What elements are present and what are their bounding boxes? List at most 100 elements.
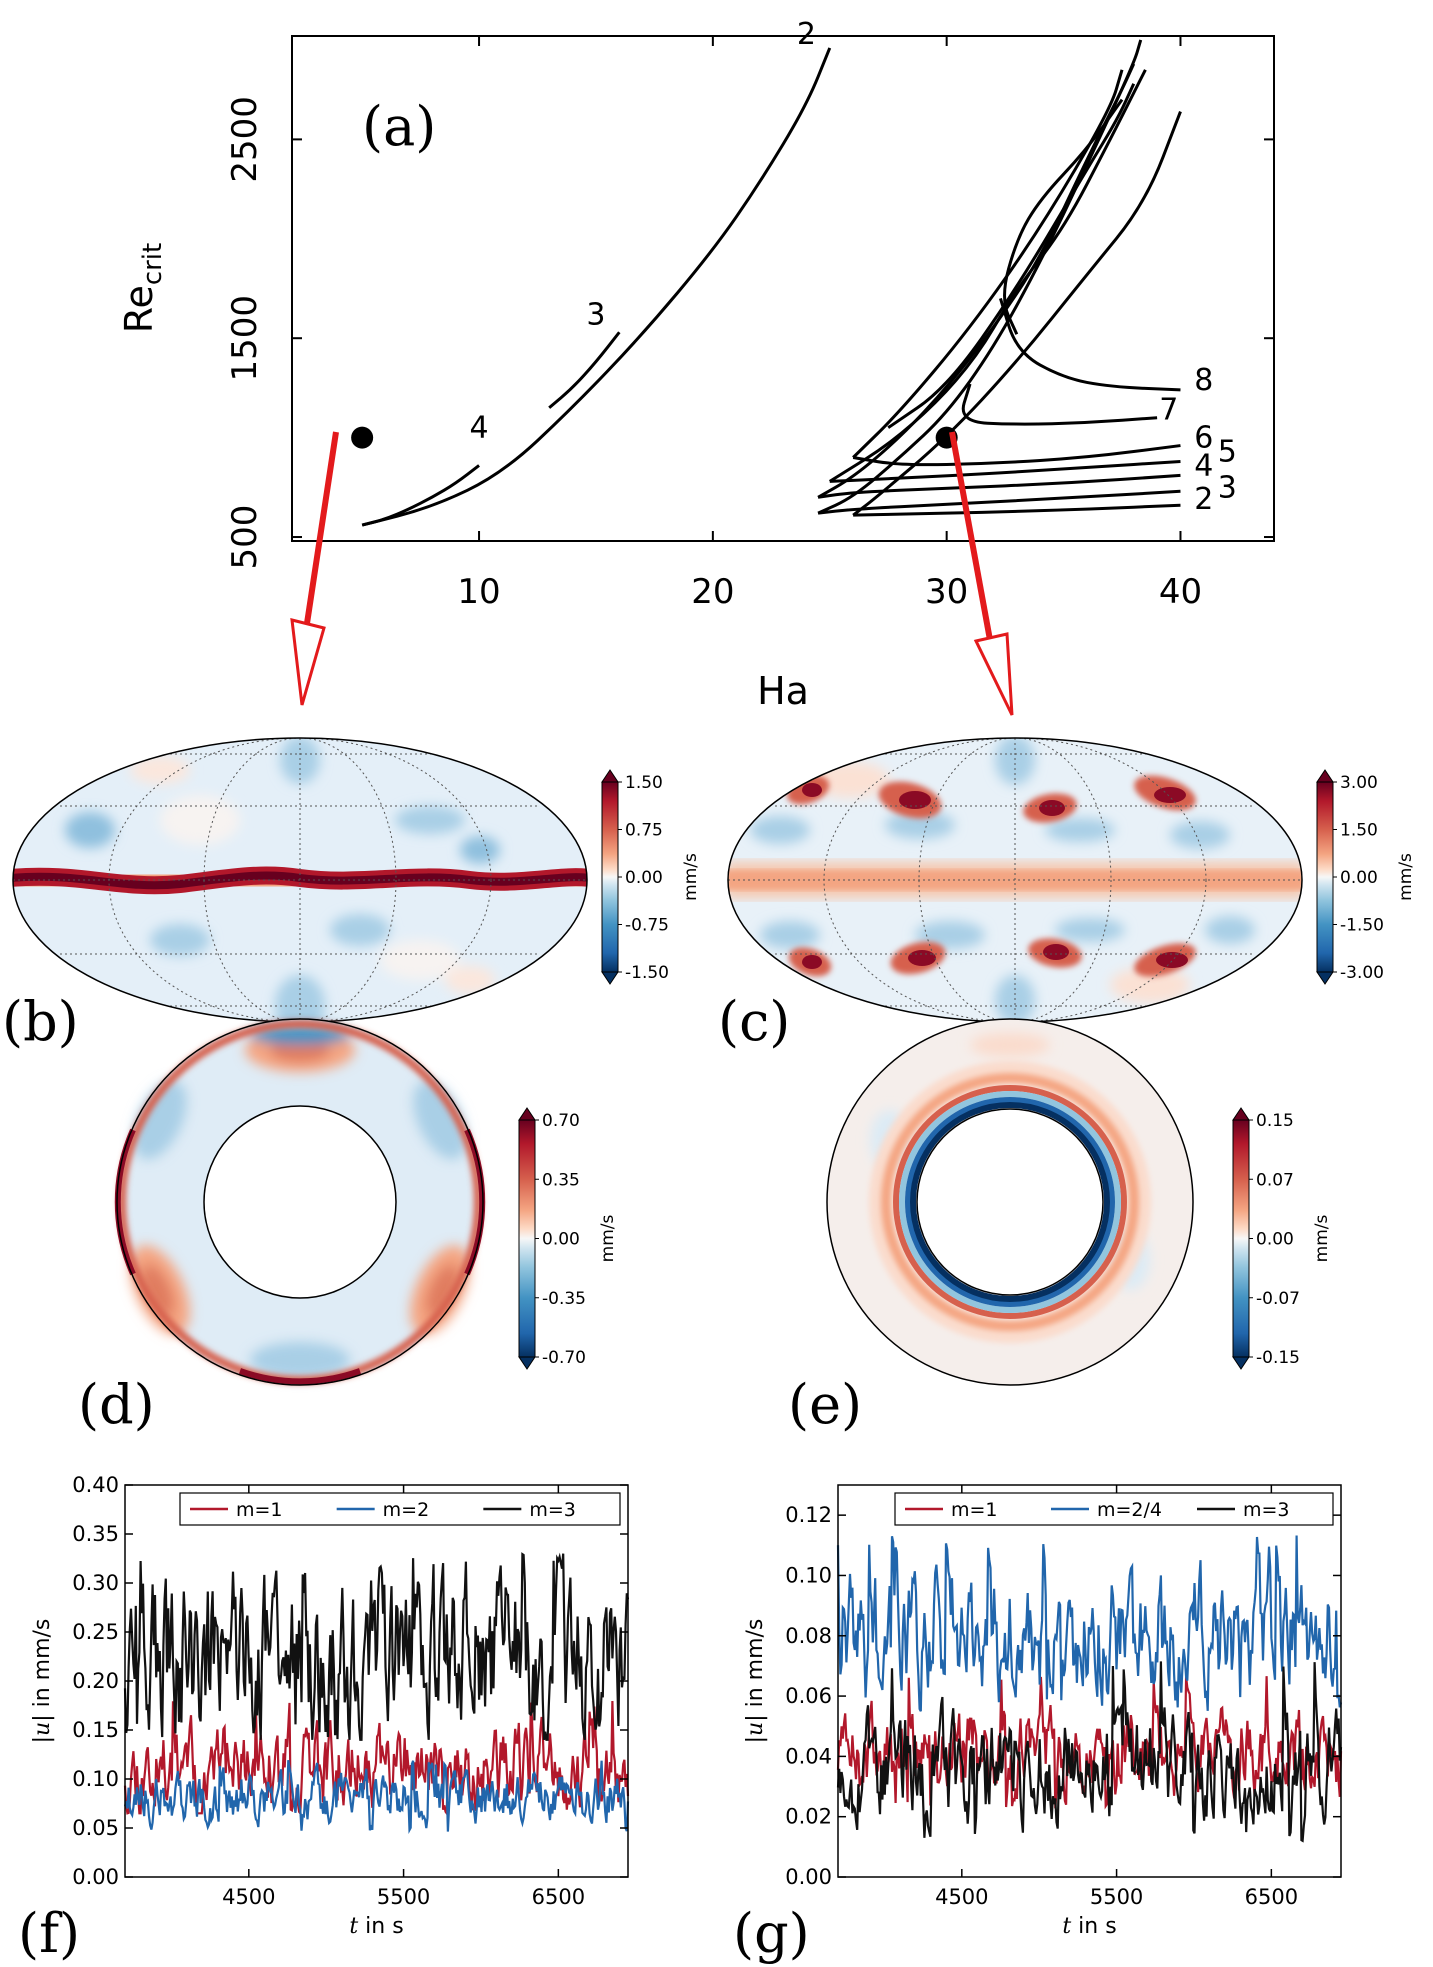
panel-g-ylabel: |u| in mm/s	[743, 1619, 768, 1744]
a-curve-label-m4: 4	[1194, 448, 1213, 483]
panel-a-plot-frame	[291, 35, 1275, 542]
panel-g-legend-label-m=3: m=3	[1243, 1499, 1290, 1521]
panel-g-legend-box	[894, 1492, 1334, 1526]
panel-f-legend-box	[179, 1492, 621, 1526]
a-curve-m4-12	[817, 473, 1181, 499]
panel-g-ytick-label-0.08: 0.08	[785, 1624, 832, 1648]
a-curve-m2-16	[853, 503, 1181, 517]
panel-f-ytick-label-0.25: 0.25	[72, 1620, 119, 1644]
cb-b-top-extend	[601, 769, 619, 783]
panel-f-timeseries: 4500 5500 6500 0.00 0.05 0.10 0.15 0.20 0.25 0.30…	[30, 1473, 630, 1939]
a-ytick-label-500: 500	[225, 505, 265, 570]
panel-e-annulus: 0.15 0.07 0.00 -0.07 -0.15 mm/s (e)	[788, 1018, 1332, 1436]
panel-a-ylabel-sub: crit	[138, 243, 168, 285]
panel-c-map: 3.00 1.50 0.00 -1.50 -3.00 mm/s (c)	[718, 737, 1416, 1053]
panel-g-line-m=3	[836, 1661, 1343, 1843]
panel-d-colorbar: 0.70 0.35 0.00 -0.35 -0.70 mm/s	[518, 1107, 618, 1370]
panel-f-ytick-label-0.20: 0.20	[72, 1669, 119, 1693]
a-xtick-label-20: 20	[691, 572, 734, 612]
panel-c-vortices	[786, 775, 1196, 977]
panel-a-ylabel: Recrit	[117, 243, 168, 333]
panel-a-label: (a)	[362, 95, 436, 158]
panel-g-ylabel-pre: |	[743, 1736, 768, 1743]
a-curve-label-m6: 6	[1194, 421, 1213, 456]
a-curve-label-m5: 5	[1218, 434, 1237, 469]
panel-g-ytick-label-0.12: 0.12	[785, 1503, 832, 1527]
a-curve-m7-6	[961, 383, 1158, 426]
a-curve-m3-1	[548, 331, 621, 409]
cb-c-unit-label: mm/s	[1396, 853, 1416, 901]
panel-f-ylabel-pre: |	[30, 1736, 55, 1743]
panel-g-ytick-label-0.00: 0.00	[785, 1865, 832, 1889]
a-ytick-label-2500: 2500	[225, 96, 265, 183]
panel-f-ylabel-text: | in mm/s	[30, 1619, 55, 1722]
panel-a-xlabel: Ha	[757, 669, 809, 713]
panel-g-label: (g)	[733, 1902, 810, 1965]
cb-b-tick-label-4: -1.50	[625, 963, 669, 983]
panel-f-xtick-label-4500: 4500	[222, 1885, 275, 1909]
panel-f-xlabel-text: in s	[358, 1914, 404, 1939]
cb-e-unit-group: mm/s	[1312, 1215, 1332, 1263]
panel-c-field	[728, 738, 1302, 1022]
cb-c-unit-group: mm/s	[1396, 853, 1416, 901]
panel-f-ytick-label-0.15: 0.15	[72, 1718, 119, 1742]
a-curve-m4-0	[361, 464, 480, 527]
panel-f-line-m=3	[123, 1552, 630, 1741]
cb-e-tick-label-2: 0.00	[1256, 1230, 1294, 1250]
panel-a-axis-ticks: 10 20 30 40 500 1500 2500	[225, 36, 1274, 612]
cb-d-top-extend	[518, 1107, 536, 1121]
panel-b-map: 1.50 0.75 0.00 -0.75 -1.50 mm/s (b)	[2, 737, 701, 1053]
panel-f-ylabel-group: |u| in mm/s	[30, 1619, 55, 1744]
a-curve-m3-14	[817, 489, 1181, 515]
panel-g-ytick-label-0.02: 0.02	[785, 1805, 832, 1829]
a-xtick-label-30: 30	[925, 572, 968, 612]
a-curve-m7-5	[887, 83, 1136, 429]
panel-f-ytick-label-0.35: 0.35	[72, 1522, 119, 1546]
cb-d-tick-label-4: -0.70	[542, 1348, 586, 1368]
a-curve-m4-11	[817, 63, 1136, 499]
a-ytick-label-group-500: 500	[225, 505, 265, 570]
panel-f-ytick-label-0.30: 0.30	[72, 1571, 119, 1595]
cb-e-bar	[1232, 1119, 1250, 1358]
panel-g-xlabel-text: in s	[1071, 1914, 1117, 1939]
panel-g-series	[836, 1535, 1343, 1843]
panel-g-legend: m=1 m=2/4 m=3	[894, 1492, 1334, 1526]
arrow-to-panel-c	[949, 431, 1014, 716]
a-xtick-label-10: 10	[457, 572, 500, 612]
panel-g-xtick-label-6500: 6500	[1245, 1885, 1298, 1909]
panel-f-xtick-label-6500: 6500	[532, 1885, 585, 1909]
a-curve-m8-4	[999, 298, 1181, 392]
panel-e-label: (e)	[788, 1373, 862, 1436]
panel-f-legend-label-m=2: m=2	[383, 1499, 430, 1521]
panel-b-graticule	[13, 738, 587, 1022]
cb-d-tick-label-3: -0.35	[542, 1289, 586, 1309]
panel-f-series	[123, 1552, 630, 1834]
panel-g-legend-label-m=1: m=1	[951, 1499, 998, 1521]
cb-e-top-extend	[1232, 1107, 1250, 1121]
panel-g-line-m=2/4	[836, 1535, 1343, 1712]
cb-b-unit-label: mm/s	[681, 853, 701, 901]
cb-e-bottom-extend	[1232, 1356, 1250, 1370]
panel-b-colorbar: 1.50 0.75 0.00 -0.75 -1.50 mm/s	[601, 769, 701, 985]
panel-f-label: (f)	[18, 1902, 80, 1965]
cb-c-tick-label-0: 3.00	[1340, 773, 1378, 793]
panel-f-xlabel: t in s	[349, 1914, 403, 1939]
panel-g-ylabel-text: | in mm/s	[743, 1619, 768, 1722]
a-curve-m2-15	[852, 111, 1182, 517]
panel-c-graticule	[728, 738, 1302, 1022]
cb-c-bar	[1316, 781, 1334, 973]
panel-f-ytick-label-0.10: 0.10	[72, 1767, 119, 1791]
cb-b-tick-label-2: 0.00	[625, 868, 663, 888]
panel-f-legend-label-m=3: m=3	[529, 1499, 576, 1521]
a-xtick-label-40: 40	[1159, 572, 1202, 612]
cb-c-bottom-extend	[1316, 971, 1334, 985]
a-curve-m3-13	[817, 39, 1143, 515]
panel-f-xlabel-var: t	[349, 1914, 358, 1939]
panel-c-colorbar: 3.00 1.50 0.00 -1.50 -3.00 mm/s	[1316, 769, 1416, 985]
panel-g-legend-label-m=2/4: m=2/4	[1097, 1499, 1162, 1521]
cb-b-tick-label-1: 0.75	[625, 821, 663, 841]
panel-g-xlabel-var: t	[1062, 1914, 1071, 1939]
panel-f-legend-label-m=1: m=1	[236, 1499, 283, 1521]
panel-a-curves	[361, 39, 1182, 527]
